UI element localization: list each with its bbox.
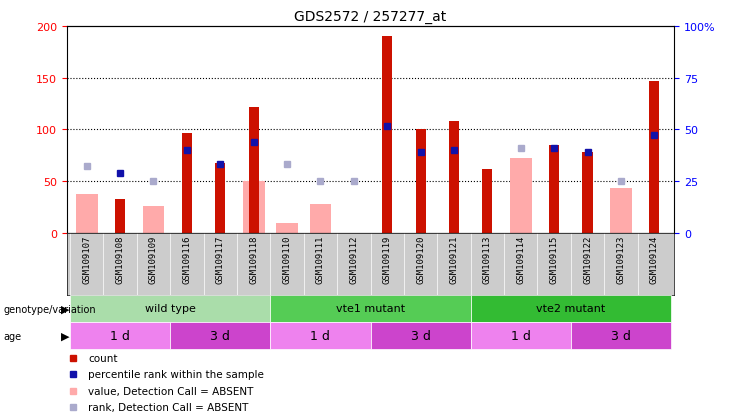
Bar [249, 107, 259, 233]
Bar [70, 322, 170, 349]
Text: 1 d: 1 d [110, 329, 130, 342]
Text: GSM109109: GSM109109 [149, 235, 158, 283]
Bar [449, 122, 459, 233]
Text: GSM109108: GSM109108 [116, 235, 124, 283]
Text: GSM109124: GSM109124 [650, 235, 659, 283]
Text: percentile rank within the sample: percentile rank within the sample [88, 370, 264, 380]
Bar [276, 223, 298, 233]
Bar [215, 163, 225, 233]
Bar [70, 295, 270, 322]
Bar [115, 199, 125, 233]
Text: GSM109120: GSM109120 [416, 235, 425, 283]
Bar [582, 153, 593, 233]
Text: GSM109121: GSM109121 [450, 235, 459, 283]
Bar [243, 182, 265, 233]
Text: 1 d: 1 d [511, 329, 531, 342]
Bar [270, 322, 370, 349]
Bar [182, 133, 192, 233]
Bar [170, 322, 270, 349]
Bar [549, 146, 559, 233]
Text: ▶: ▶ [61, 331, 70, 341]
Bar [76, 194, 98, 233]
Text: vte2 mutant: vte2 mutant [536, 304, 605, 314]
Text: 3 d: 3 d [611, 329, 631, 342]
Text: GSM109112: GSM109112 [349, 235, 359, 283]
Bar [482, 169, 492, 233]
Text: 3 d: 3 d [210, 329, 230, 342]
Text: GSM109117: GSM109117 [216, 235, 225, 283]
Bar [270, 295, 471, 322]
Text: GSM109110: GSM109110 [282, 235, 291, 283]
Text: GSM109113: GSM109113 [483, 235, 492, 283]
Text: GSM109114: GSM109114 [516, 235, 525, 283]
Bar [310, 204, 331, 233]
Text: age: age [4, 331, 21, 341]
Text: wild type: wild type [144, 304, 196, 314]
Text: GSM109123: GSM109123 [617, 235, 625, 283]
Text: count: count [88, 354, 118, 363]
Text: GSM109118: GSM109118 [249, 235, 258, 283]
Text: GSM109107: GSM109107 [82, 235, 91, 283]
Text: GSM109122: GSM109122 [583, 235, 592, 283]
Text: 1 d: 1 d [310, 329, 330, 342]
Bar [471, 295, 671, 322]
Bar [471, 322, 571, 349]
Text: 3 d: 3 d [411, 329, 431, 342]
Text: GSM109116: GSM109116 [182, 235, 191, 283]
Text: vte1 mutant: vte1 mutant [336, 304, 405, 314]
Bar [610, 189, 632, 233]
Text: GSM109111: GSM109111 [316, 235, 325, 283]
Text: rank, Detection Call = ABSENT: rank, Detection Call = ABSENT [88, 402, 248, 412]
Bar [416, 130, 425, 233]
Text: GSM109119: GSM109119 [382, 235, 392, 283]
Bar [649, 82, 659, 233]
Bar [370, 322, 471, 349]
Text: GSM109115: GSM109115 [550, 235, 559, 283]
Bar [142, 206, 165, 233]
Text: value, Detection Call = ABSENT: value, Detection Call = ABSENT [88, 386, 253, 396]
Text: GDS2572 / 257277_at: GDS2572 / 257277_at [294, 10, 447, 24]
Text: genotype/variation: genotype/variation [4, 304, 96, 314]
Bar [382, 37, 392, 233]
Bar [571, 322, 671, 349]
Text: ▶: ▶ [61, 304, 70, 314]
Bar [510, 159, 531, 233]
